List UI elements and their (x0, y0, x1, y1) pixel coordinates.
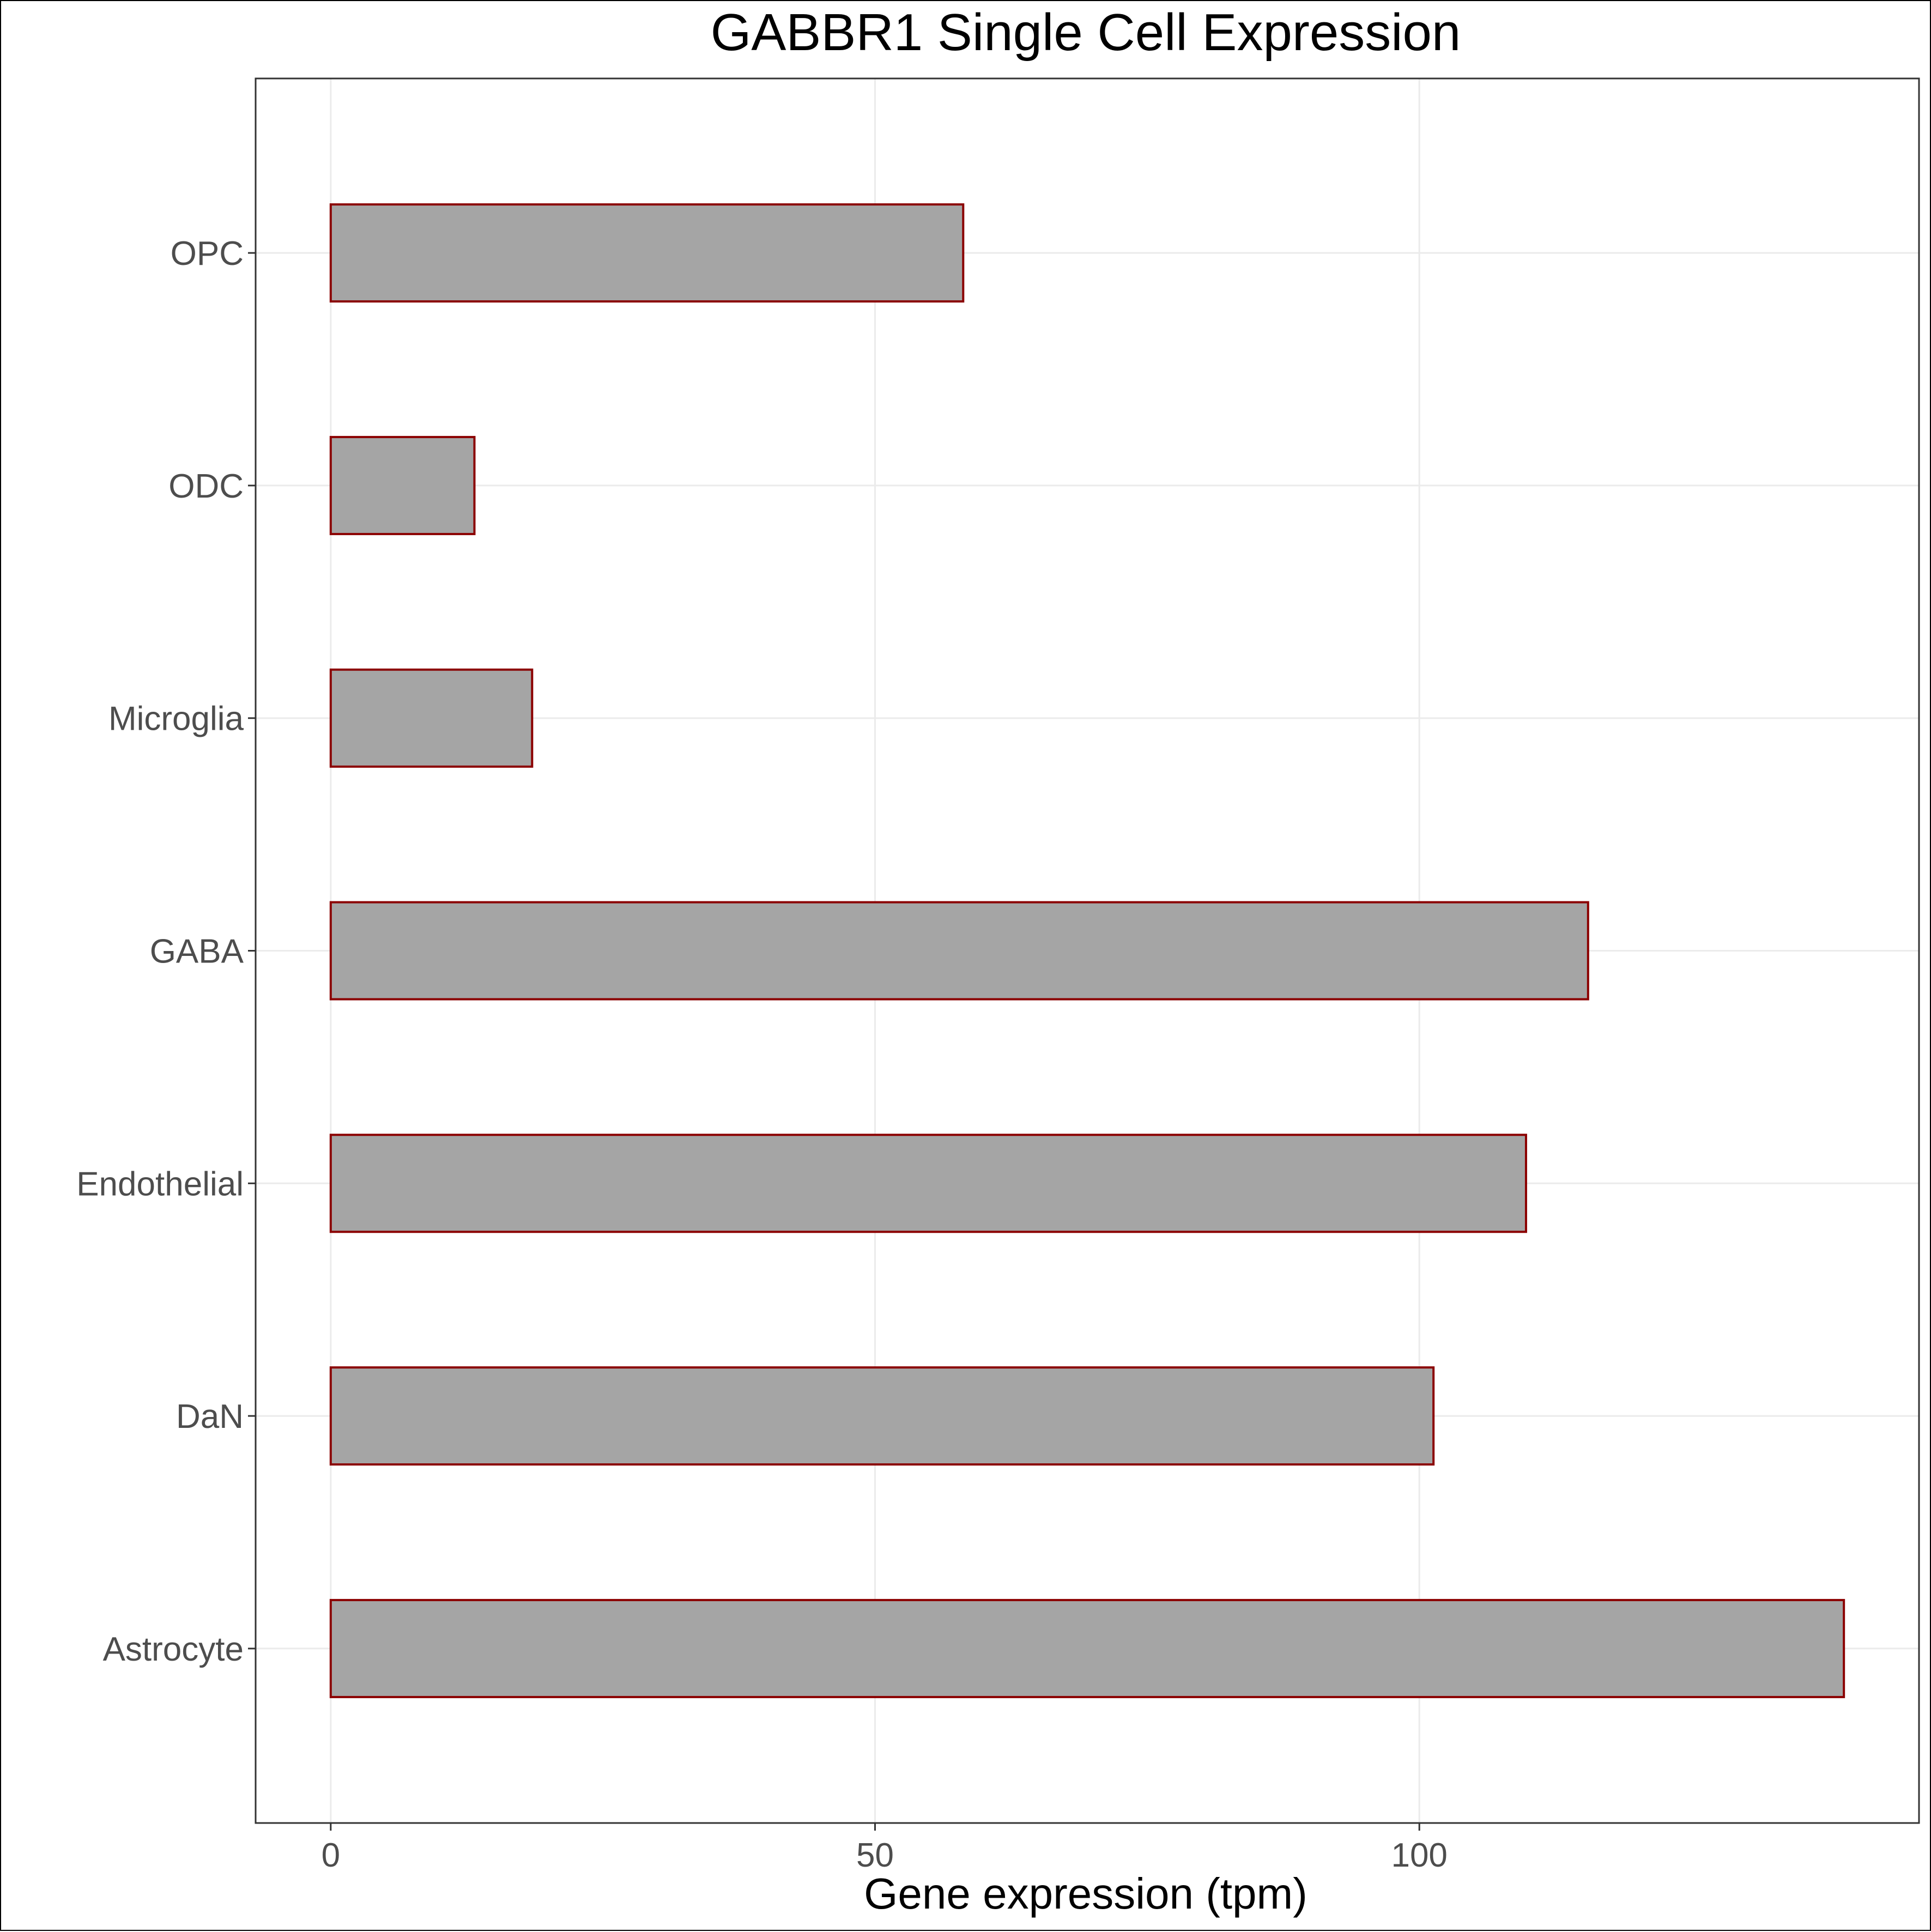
bar-astrocyte (329, 1598, 1845, 1698)
bar-microglia (329, 668, 534, 768)
x-tick-label: 50 (856, 1837, 894, 1874)
bar-dan (329, 1366, 1435, 1466)
bar-opc (329, 203, 965, 303)
y-tick-label: Astrocyte (103, 1631, 244, 1668)
x-tick-label: 100 (1391, 1837, 1447, 1874)
bar-gaba (329, 901, 1589, 1001)
y-tick-label: OPC (171, 235, 244, 272)
y-tick-label: Endothelial (76, 1165, 244, 1203)
y-tick-label: Microglia (108, 700, 244, 738)
bar-odc (329, 435, 476, 535)
x-tick-label: 0 (322, 1837, 340, 1874)
axis-ticks: Astrocyte DaN Endothelial GABA Microglia ODC O… (76, 235, 1448, 1874)
y-tick-label: DaN (176, 1398, 244, 1436)
bar-endothelial (329, 1134, 1527, 1233)
y-tick-label: GABA (150, 933, 244, 971)
bars (329, 203, 1845, 1698)
y-tick-label: ODC (168, 468, 244, 505)
chart-title: GABBR1 Single Cell Expression (711, 3, 1461, 62)
x-axis-title: Gene expression (tpm) (864, 1869, 1307, 1918)
